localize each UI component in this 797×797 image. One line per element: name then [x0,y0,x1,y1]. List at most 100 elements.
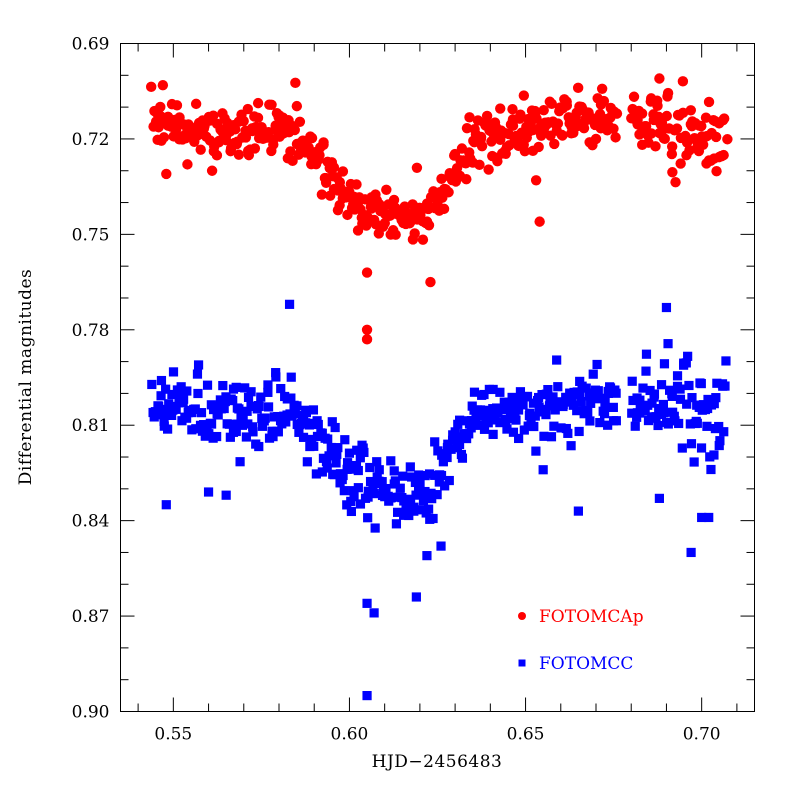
data-point-fotomcap [240,132,252,143]
data-point-fotomcc [391,519,402,529]
data-point-fotomcc [640,406,650,416]
axis-tick-labels: 0.55 0.60 0.65 0.70 0.69 0.72 0.75 0.78 0.81 0.84… [72,35,721,745]
data-point-fotomcap [561,96,572,107]
data-point-fotomcap [608,123,619,134]
data-point-fotomcc [362,690,372,701]
x-tick-label: 0.55 [154,725,192,745]
data-point-fotomcap [206,165,218,176]
data-point-fotomcc [539,431,549,441]
data-point-fotomcap [590,133,602,145]
data-point-fotomcc [686,547,696,558]
data-point-fotomcc [505,407,516,417]
data-point-fotomcc [611,388,621,398]
data-point-fotomcc [704,512,714,523]
data-point-fotomcc [709,450,719,460]
data-point-fotomcc [430,470,440,480]
data-point-fotomcc [355,453,365,463]
data-point-fotomcc [466,423,476,433]
y-tick-label: 0.75 [72,225,110,245]
data-point-fotomcc [330,422,340,433]
data-point-fotomcap [351,179,362,190]
series-fotomcap [145,73,733,345]
data-point-fotomcap [182,159,193,170]
data-point-fotomcap [667,167,678,178]
data-point-fotomcap [361,334,373,345]
data-point-fotomcc [505,401,515,411]
data-point-fotomcap [483,164,494,175]
data-point-fotomcc [352,445,362,455]
data-point-fotomcc [178,394,189,404]
data-point-fotomcc [454,439,465,450]
data-point-fotomcc [659,359,670,369]
data-point-fotomcc [263,402,274,412]
data-point-fotomcc [641,366,651,376]
data-point-fotomcc [353,465,363,476]
data-point-fotomcap [290,77,301,89]
data-point-fotomcc [442,452,452,463]
data-point-fotomcap [242,103,254,115]
data-point-fotomcc [365,476,376,487]
data-point-fotomcap [438,203,450,215]
data-point-fotomcc [182,413,192,423]
data-point-fotomcc [572,406,582,416]
data-point-fotomcap [552,118,564,129]
data-point-fotomcc [543,385,553,395]
data-point-fotomcap [388,194,400,206]
data-point-fotomcap [646,128,657,139]
data-point-fotomcc [331,458,341,468]
data-point-fotomcap [718,113,730,124]
data-point-fotomcap [145,81,157,93]
data-point-fotomcc [218,380,228,391]
data-point-fotomcc [719,427,729,437]
data-point-fotomcap [671,123,683,134]
data-point-fotomcc [191,424,201,434]
data-point-fotomcc [675,384,685,394]
data-point-fotomcc [286,393,296,403]
data-point-fotomcc [659,408,669,418]
data-point-fotomcc [317,428,327,438]
data-point-fotomcap [598,95,610,107]
x-axis-title: HJD−2456483 [372,752,503,772]
data-point-fotomcc [415,478,425,488]
data-point-fotomcap [684,145,695,156]
data-point-fotomcc [167,410,177,421]
data-point-fotomcc [286,372,296,382]
data-point-fotomcc [326,442,336,453]
data-point-fotomcc [654,493,664,503]
data-point-fotomcap [722,134,733,145]
data-point-fotomcc [663,339,673,349]
data-point-fotomcc [147,379,157,390]
data-point-fotomcc [292,401,302,411]
data-point-fotomcc [611,416,621,426]
data-point-fotomcc [526,417,536,427]
data-point-fotomcc [246,401,256,412]
data-series [145,73,733,701]
data-point-fotomcap [531,113,542,124]
data-point-fotomcc [404,510,414,521]
data-point-fotomcc [365,462,375,473]
data-point-fotomcap [195,144,206,155]
data-point-fotomcc [167,389,177,400]
data-point-fotomcc [156,375,167,386]
data-point-fotomcc [568,400,578,410]
data-point-fotomcc [212,431,222,442]
data-point-fotomcc [592,359,602,370]
data-point-fotomcc [339,486,349,496]
data-point-fotomcc [641,349,652,359]
data-point-fotomcc [193,360,204,370]
data-point-fotomcc [355,499,366,509]
data-point-fotomcap [409,228,420,239]
data-point-fotomcc [243,392,254,403]
data-point-fotomcc [684,380,694,391]
data-point-fotomcc [697,512,707,523]
data-point-fotomcap [314,149,325,161]
data-point-fotomcc [444,475,454,486]
data-point-fotomcap [640,121,652,132]
data-point-fotomcc [193,388,203,399]
data-point-fotomcc [561,423,571,434]
y-tick-label: 0.87 [72,607,110,627]
data-point-fotomcc [556,423,566,433]
data-point-fotomcc [653,420,663,431]
data-point-fotomcc [284,299,295,309]
data-point-fotomcap [651,95,663,106]
